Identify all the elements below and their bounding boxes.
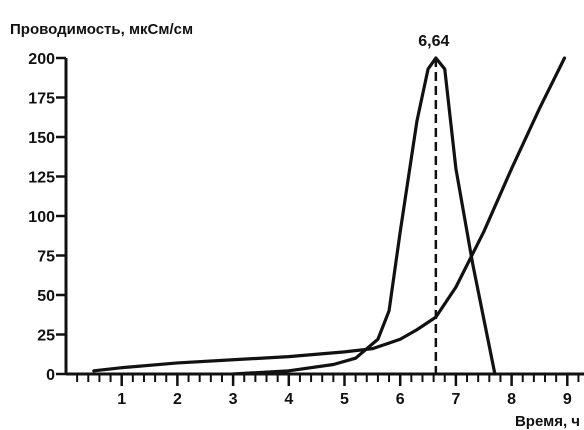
x-tick-label: 4 xyxy=(284,391,293,408)
series-line-1 xyxy=(92,56,567,373)
x-axis-label: Время, ч xyxy=(515,413,580,430)
y-tick-label: 0 xyxy=(46,367,55,384)
x-tick-label: 8 xyxy=(507,391,516,408)
series-line-2 xyxy=(231,56,497,376)
y-tick-label: 25 xyxy=(37,328,55,345)
x-tick-label: 7 xyxy=(451,391,460,408)
y-tick-label: 100 xyxy=(28,209,55,226)
x-tick-label: 1 xyxy=(117,391,126,408)
y-tick-label: 150 xyxy=(28,130,55,147)
y-tick-label: 175 xyxy=(28,91,55,108)
x-tick-label: 9 xyxy=(563,391,572,408)
annotations: 6,64 xyxy=(418,33,450,374)
x-tick-label: 5 xyxy=(340,391,349,408)
x-tick-label: 3 xyxy=(229,391,238,408)
y-tick-label: 200 xyxy=(28,51,55,68)
y-tick-label: 125 xyxy=(28,170,55,187)
x-tick-label: 6 xyxy=(396,391,405,408)
curves xyxy=(92,56,567,376)
x-tick-label: 2 xyxy=(173,391,182,408)
axes: 1 2 3 4 5 6 7 8 9 0 25 50 75 100 125 150 175 200 xyxy=(28,51,584,408)
y-tick-label: 50 xyxy=(37,288,55,305)
y-axis-label: Проводимость, мкСм/см xyxy=(10,21,193,38)
y-tick-label: 75 xyxy=(37,249,55,266)
peak-label: 6,64 xyxy=(418,33,449,50)
